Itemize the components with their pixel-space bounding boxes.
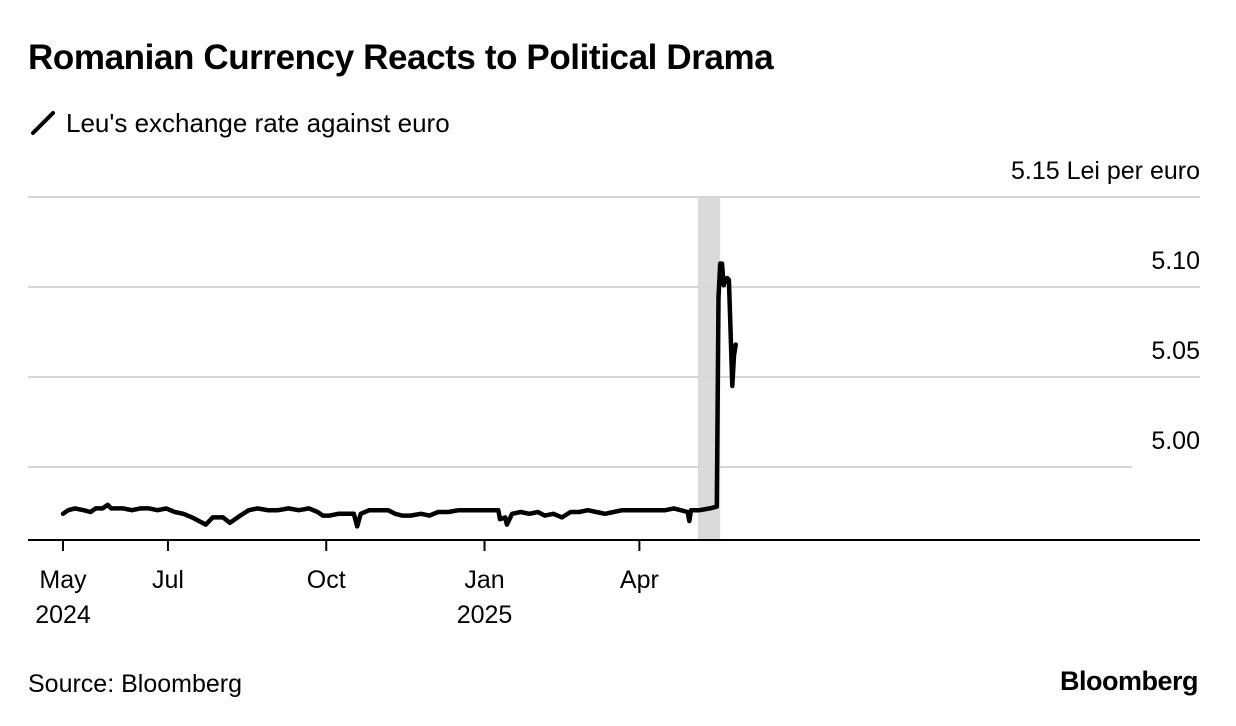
y-tick-label: 5.05	[1151, 337, 1200, 365]
legend-label: Leu's exchange rate against euro	[66, 107, 450, 138]
axis-layer	[28, 539, 1200, 551]
label-layer: 5.00 5.05 5.10 5.15 Lei per euro May 2024 Jul O…	[35, 157, 1200, 629]
x-tick-year-label: 2024	[35, 601, 91, 629]
source-note: Source: Bloomberg	[28, 670, 243, 698]
x-tick-label: Jan	[464, 566, 504, 594]
x-tick-year-label: 2025	[457, 601, 513, 629]
brand-logo: Bloomberg	[1059, 666, 1199, 696]
grid-layer	[28, 196, 1200, 468]
x-tick-label: Jul	[152, 566, 184, 594]
x-tick-label: Apr	[620, 566, 659, 594]
line-swatch-icon	[31, 111, 55, 135]
highlight-band	[697, 196, 721, 540]
x-tick-label: Oct	[307, 566, 346, 594]
highlight-layer	[697, 196, 721, 540]
x-tick-label: May	[39, 566, 87, 594]
y-tick-label: 5.15 Lei per euro	[1011, 157, 1200, 185]
series-layer	[60, 261, 738, 529]
legend: Leu's exchange rate against euro	[30, 106, 450, 140]
line-chart: 5.00 5.05 5.10 5.15 Lei per euro May 2024 Jul O…	[28, 157, 1200, 629]
y-tick-label: 5.00	[1151, 427, 1200, 455]
y-tick-label: 5.10	[1151, 247, 1200, 275]
chart-title: Romanian Currency Reacts to Political Dr…	[28, 38, 774, 77]
series-line	[60, 261, 738, 529]
